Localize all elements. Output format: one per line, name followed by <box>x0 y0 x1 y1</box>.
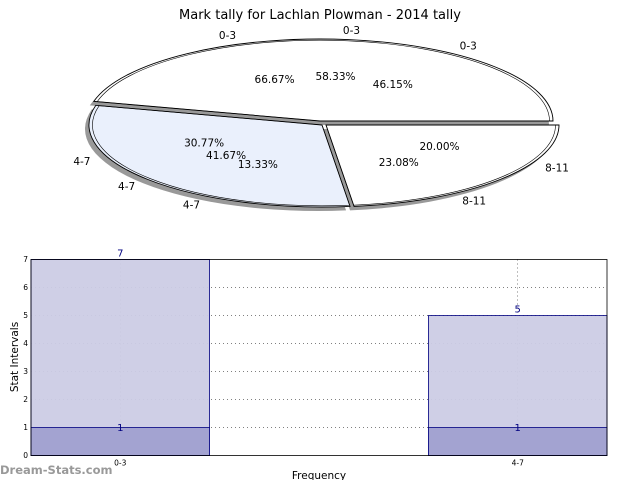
pie-category-label: 8-11 <box>462 196 486 208</box>
pie-chart: 0-3 46.15% 0-3 58.33% 0-3 66.67% 4-7 30.77% 4-7 4… <box>73 25 569 212</box>
y-tick-label: 6 <box>23 283 28 292</box>
pie-category-label: 8-11 <box>545 163 569 175</box>
x-tick-label: 0-3 <box>114 459 126 468</box>
bar-4-7-sub <box>428 427 608 456</box>
bar-chart: 7 1 5 1 0 1 2 3 4 5 6 7 0-3 4-7 Frequency Stat Inte… <box>9 249 608 480</box>
pie-slice-0-3 <box>92 38 554 122</box>
x-ticks: 0-3 4-7 <box>114 459 524 468</box>
pie-percent-label: 58.33% <box>315 71 355 83</box>
pie-percent-label: 41.67% <box>206 150 246 162</box>
pie-percent-label: 46.15% <box>373 79 413 91</box>
plot-border <box>30 259 608 456</box>
bar-marks: 7 1 5 1 <box>30 249 608 456</box>
pie-category-label: 0-3 <box>343 25 360 37</box>
pie-slice-inner-edge <box>92 105 351 207</box>
y-tick-label: 3 <box>23 367 28 376</box>
pie-percent-label: 13.33% <box>238 159 278 171</box>
y-tick-label: 2 <box>23 395 28 404</box>
y-tick-label: 0 <box>23 451 28 460</box>
pie-category-label: 4-7 <box>183 200 200 212</box>
bar-value-label: 5 <box>515 305 521 316</box>
pie-category-label: 0-3 <box>460 40 477 52</box>
pie-percent-label: 30.77% <box>184 138 224 150</box>
y-ticks: 0 1 2 3 4 5 6 7 <box>23 255 28 460</box>
y-tick-label: 7 <box>23 255 28 264</box>
pie-category-label: 4-7 <box>73 156 90 168</box>
y-tick-label: 5 <box>23 311 28 320</box>
bar-value-label: 1 <box>117 423 123 434</box>
pie-category-label: 4-7 <box>118 181 135 193</box>
y-tick-label: 1 <box>23 423 28 432</box>
pie-percent-label: 66.67% <box>255 74 295 86</box>
pie-slice-8-11 <box>325 124 560 207</box>
watermark: Dream-Stats.com <box>0 463 113 477</box>
pie-slice-inner-edge <box>96 39 550 122</box>
chart-title: Mark tally for Lachlan Plowman - 2014 ta… <box>179 8 461 23</box>
pie-percent-label: 20.00% <box>419 141 459 153</box>
pie-slice-inner-edge <box>325 124 556 206</box>
bar-0-3-total <box>30 259 210 456</box>
x-tick-label: 4-7 <box>512 459 524 468</box>
y-tick-label: 4 <box>23 339 28 348</box>
y-axis-label: Stat Intervals <box>9 322 21 392</box>
pie-category-label: 0-3 <box>219 30 236 42</box>
bar-value-label: 1 <box>515 423 521 434</box>
x-axis-label: Frequency <box>292 470 346 480</box>
bar-value-label: 7 <box>117 249 123 260</box>
pie-slice-4-7 <box>88 104 351 208</box>
bar-0-3-sub <box>30 427 210 456</box>
pie-percent-label: 23.08% <box>379 157 419 169</box>
